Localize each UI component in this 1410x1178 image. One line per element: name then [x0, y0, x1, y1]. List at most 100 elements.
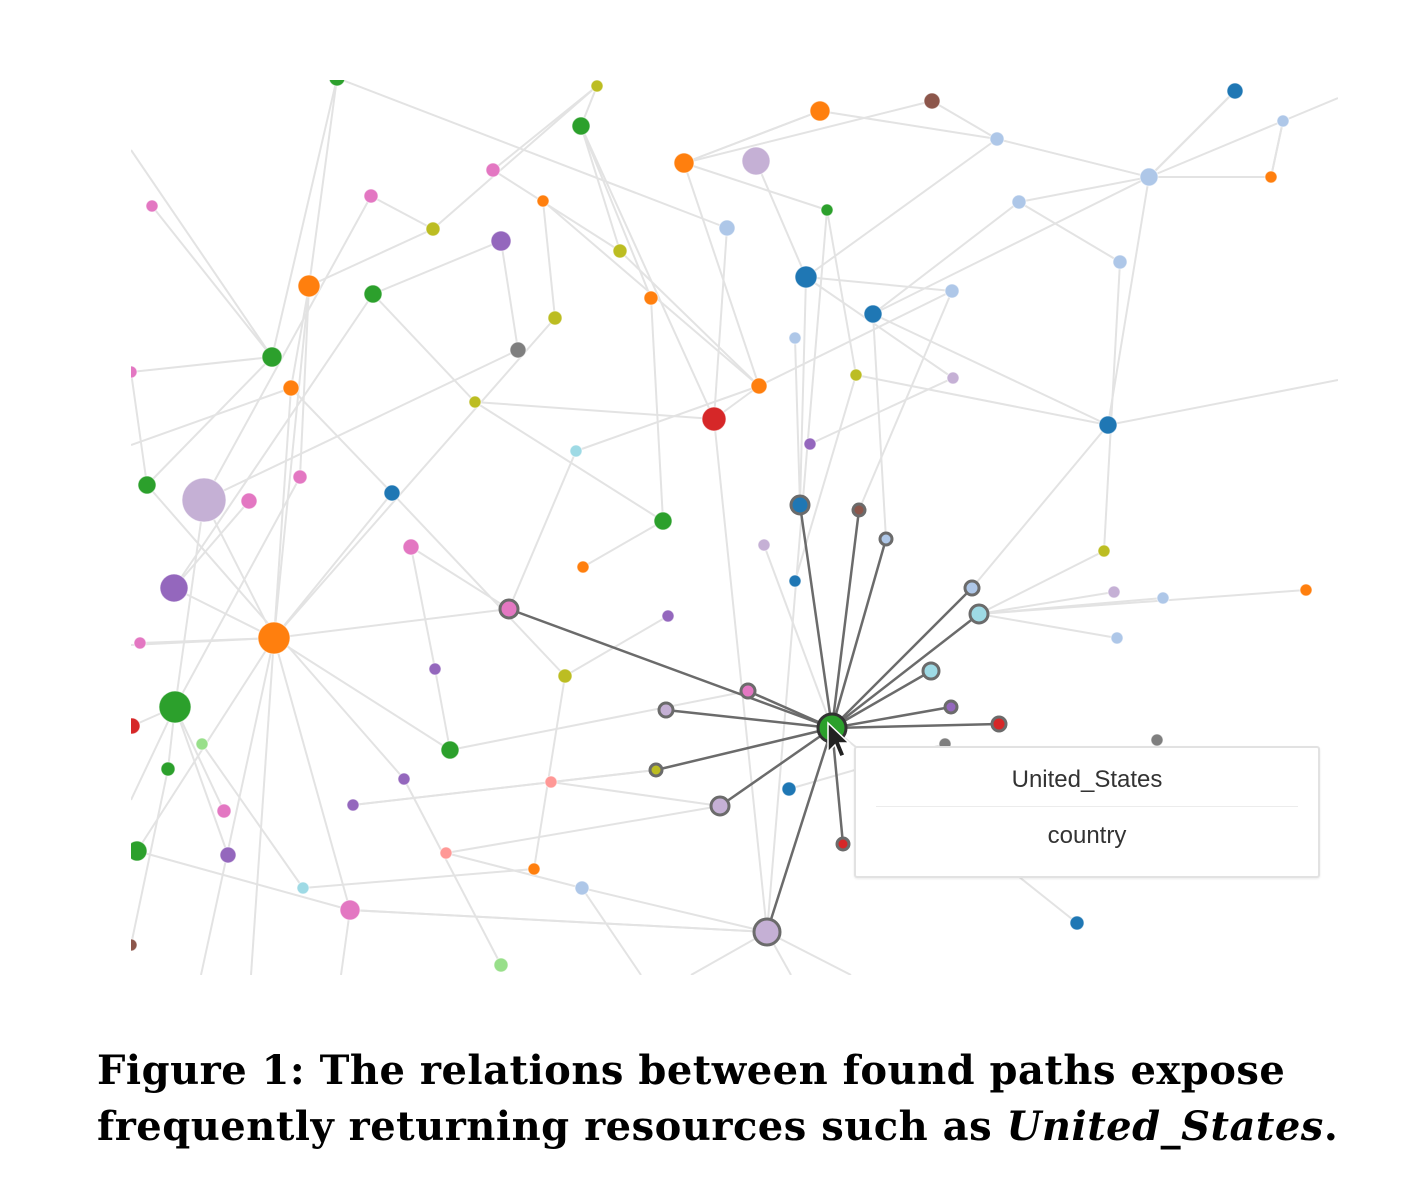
graph-node[interactable] [590, 80, 604, 93]
graph-node[interactable] [788, 331, 802, 345]
graph-node[interactable] [989, 131, 1005, 147]
graph-node[interactable] [296, 881, 310, 895]
graph-node[interactable] [781, 781, 797, 797]
graph-node[interactable] [661, 609, 675, 623]
graph-node[interactable] [569, 444, 583, 458]
graph-node[interactable] [557, 668, 573, 684]
graph-node[interactable] [509, 341, 527, 359]
graph-node[interactable] [490, 230, 512, 252]
graph-node[interactable] [1107, 585, 1121, 599]
graph-node[interactable] [428, 662, 442, 676]
graph-node[interactable] [794, 265, 818, 289]
graph-node[interactable] [921, 661, 941, 681]
graph-node[interactable] [216, 803, 232, 819]
graph-node[interactable] [498, 598, 520, 620]
graph-node[interactable] [131, 717, 141, 735]
graph-node[interactable] [544, 775, 558, 789]
graph-node[interactable] [963, 579, 981, 597]
graph-node[interactable] [195, 737, 209, 751]
graph-node[interactable] [1139, 167, 1159, 187]
graph-node[interactable] [440, 740, 460, 760]
graph-node[interactable] [803, 437, 817, 451]
graph-node[interactable] [261, 346, 283, 368]
graph-node[interactable] [809, 100, 831, 122]
network-graph[interactable] [131, 80, 1338, 975]
graph-node[interactable] [159, 573, 189, 603]
graph-node[interactable] [653, 511, 673, 531]
graph-node[interactable] [1226, 82, 1244, 100]
graph-nodes[interactable] [131, 80, 1313, 973]
graph-node[interactable] [571, 116, 591, 136]
graph-node[interactable] [339, 899, 361, 921]
graph-node[interactable] [137, 475, 157, 495]
graph-node[interactable] [1276, 114, 1290, 128]
graph-node[interactable] [849, 368, 863, 382]
graph-node[interactable] [1299, 583, 1313, 597]
graph-node[interactable] [788, 574, 802, 588]
graph-node[interactable] [709, 795, 731, 817]
graph-node[interactable] [282, 379, 300, 397]
graph-node[interactable] [1097, 544, 1111, 558]
graph-node[interactable] [133, 636, 147, 650]
graph-node[interactable] [493, 957, 509, 973]
graph-node[interactable] [851, 502, 867, 518]
graph-node[interactable] [1264, 170, 1278, 184]
graph-node[interactable] [643, 290, 659, 306]
graph-node[interactable] [968, 603, 990, 625]
graph-node[interactable] [363, 284, 383, 304]
graph-node[interactable] [718, 219, 736, 237]
graph-node[interactable] [346, 798, 360, 812]
graph-node[interactable] [574, 880, 590, 896]
graph-node[interactable] [181, 477, 227, 523]
graph-node[interactable] [131, 840, 148, 862]
graph-node[interactable] [328, 80, 346, 87]
graph-node[interactable] [219, 846, 237, 864]
graph-node[interactable] [741, 146, 771, 176]
graph-node[interactable] [739, 682, 757, 700]
graph-node[interactable] [240, 492, 258, 510]
graph-node[interactable] [468, 395, 482, 409]
graph-node[interactable] [1150, 733, 1164, 747]
graph-node[interactable] [485, 162, 501, 178]
graph-node[interactable] [383, 484, 401, 502]
graph-node[interactable] [1112, 254, 1128, 270]
graph-node[interactable] [131, 365, 138, 379]
graph-node[interactable] [1011, 194, 1027, 210]
graph-node[interactable] [131, 938, 138, 952]
graph-node[interactable] [158, 690, 192, 724]
graph-node[interactable] [1069, 915, 1085, 931]
graph-node[interactable] [757, 538, 771, 552]
graph-node[interactable] [257, 621, 291, 655]
graph-node[interactable] [990, 715, 1008, 733]
graph-node[interactable] [1156, 591, 1170, 605]
graph-node[interactable] [297, 274, 321, 298]
graph-node[interactable] [943, 699, 959, 715]
graph-node[interactable] [835, 836, 851, 852]
graph-node[interactable] [673, 152, 695, 174]
graph-node[interactable] [820, 203, 834, 217]
graph-node[interactable] [789, 494, 811, 516]
graph-node[interactable] [750, 377, 768, 395]
graph-node[interactable] [576, 560, 590, 574]
graph-node[interactable] [946, 371, 960, 385]
graph-node[interactable] [547, 310, 563, 326]
graph-node[interactable] [402, 538, 420, 556]
graph-node[interactable] [363, 188, 379, 204]
graph-node[interactable] [425, 221, 441, 237]
graph-node[interactable] [1110, 631, 1124, 645]
graph-node[interactable] [145, 199, 159, 213]
graph-node[interactable] [292, 469, 308, 485]
graph-node[interactable] [439, 846, 453, 860]
graph-node[interactable] [878, 531, 894, 547]
graph-node[interactable] [612, 243, 628, 259]
graph-panel[interactable]: United_States country [131, 80, 1338, 975]
graph-node[interactable] [1098, 415, 1118, 435]
graph-node[interactable] [536, 194, 550, 208]
graph-node[interactable] [527, 862, 541, 876]
graph-node[interactable] [648, 762, 664, 778]
graph-node[interactable] [701, 406, 727, 432]
graph-node[interactable] [397, 772, 411, 786]
graph-node[interactable] [657, 701, 675, 719]
graph-node[interactable] [944, 283, 960, 299]
graph-node[interactable] [752, 917, 782, 947]
